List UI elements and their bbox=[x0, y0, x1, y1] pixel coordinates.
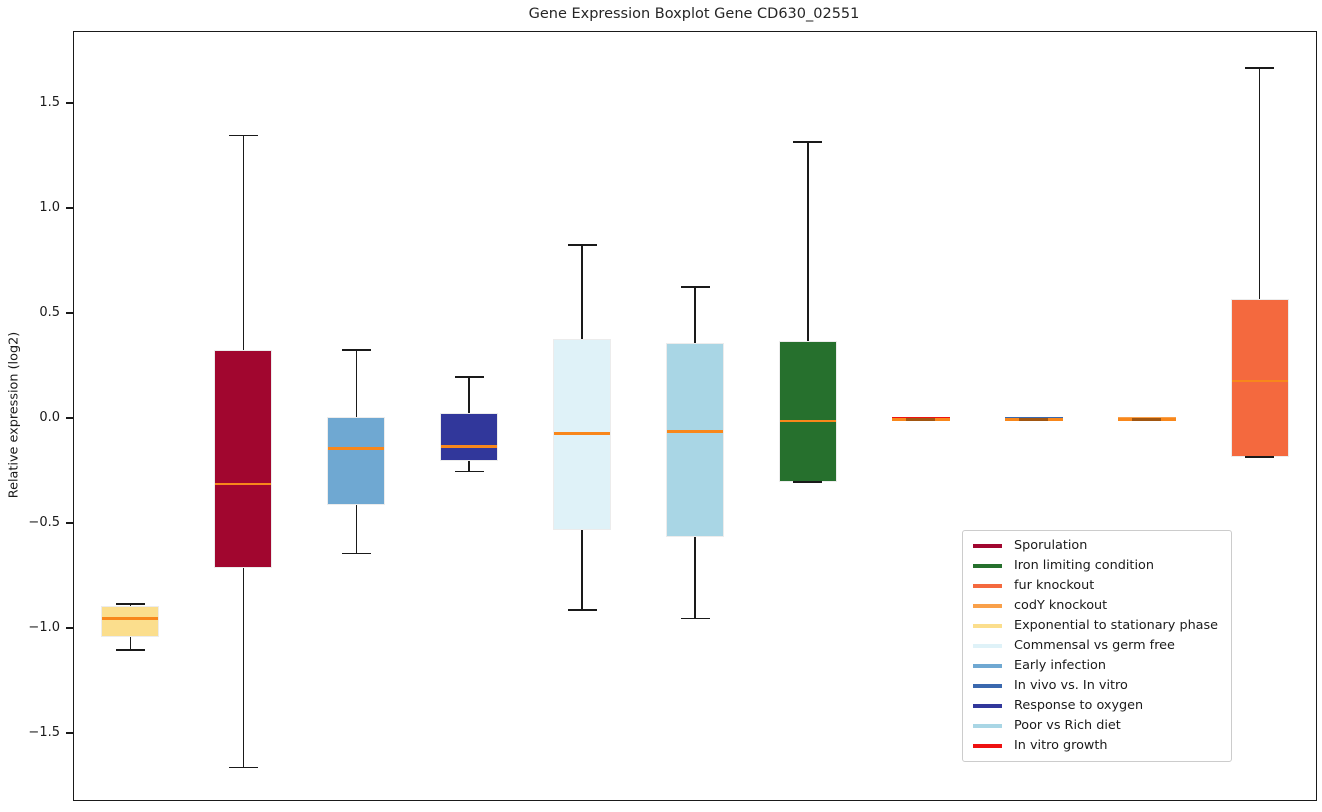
boxplot-median bbox=[1231, 379, 1288, 383]
legend-item: Early infection bbox=[973, 656, 1221, 676]
boxplot-median bbox=[215, 482, 272, 486]
legend-label: In vitro growth bbox=[1014, 738, 1108, 754]
legend: Sporulation Iron limiting condition fur kn… bbox=[962, 530, 1232, 762]
boxplot-box bbox=[327, 416, 386, 506]
boxplot-whisker bbox=[468, 377, 470, 413]
boxplot-cap bbox=[793, 481, 823, 483]
boxplot-box bbox=[1230, 299, 1289, 457]
boxplot-cap bbox=[1019, 417, 1049, 421]
legend-label: Early infection bbox=[1014, 658, 1106, 674]
boxplot-whisker bbox=[1258, 68, 1261, 300]
boxplot-cap bbox=[906, 417, 936, 421]
legend-swatch bbox=[973, 724, 1002, 728]
legend-item: fur knockout bbox=[973, 576, 1221, 596]
boxplot-cap bbox=[1245, 455, 1275, 458]
boxplot-box bbox=[101, 605, 160, 638]
boxplot-cap bbox=[680, 617, 710, 620]
boxplot-cap bbox=[115, 649, 145, 651]
boxplot-median bbox=[441, 445, 498, 448]
legend-label: Iron limiting condition bbox=[1014, 558, 1154, 574]
y-tick-label: 0.0 bbox=[39, 410, 60, 425]
y-tick bbox=[66, 102, 73, 104]
legend-item: In vitro growth bbox=[973, 736, 1221, 756]
y-tick-label: −0.5 bbox=[28, 515, 60, 530]
boxplot-median bbox=[328, 447, 385, 450]
plot-area bbox=[73, 31, 1317, 801]
boxplot-cap bbox=[680, 285, 710, 288]
boxplot-median bbox=[102, 617, 159, 620]
legend-label: codY knockout bbox=[1014, 598, 1108, 614]
legend-item: Sporulation bbox=[973, 536, 1221, 556]
boxplot-cap bbox=[115, 602, 145, 605]
boxplot-whisker bbox=[242, 135, 245, 350]
boxplot-whisker bbox=[694, 536, 696, 619]
legend-swatch bbox=[973, 644, 1002, 648]
boxplot-cap bbox=[341, 552, 371, 555]
legend-item: Commensal vs germ free bbox=[973, 636, 1221, 656]
legend-swatch bbox=[973, 544, 1002, 548]
y-tick-label: −1.0 bbox=[28, 620, 60, 635]
legend-swatch bbox=[973, 744, 1002, 748]
boxplot-cap bbox=[454, 376, 484, 378]
boxplot-box bbox=[440, 412, 499, 461]
y-tick-label: −1.5 bbox=[28, 725, 60, 740]
boxplot-cap bbox=[1132, 417, 1162, 421]
boxplot-whisker bbox=[242, 568, 245, 768]
legend-item: Poor vs Rich diet bbox=[973, 716, 1221, 736]
legend-swatch bbox=[973, 664, 1002, 668]
boxplot-whisker bbox=[581, 530, 583, 611]
legend-swatch bbox=[973, 624, 1002, 628]
boxplot-box bbox=[666, 343, 724, 537]
boxplot-median bbox=[667, 430, 723, 433]
y-tick bbox=[66, 312, 73, 314]
boxplot-whisker bbox=[355, 505, 358, 554]
boxplot-median bbox=[779, 419, 836, 423]
legend-swatch bbox=[973, 704, 1002, 708]
boxplot-whisker bbox=[807, 141, 809, 342]
legend-label: Response to oxygen bbox=[1014, 698, 1144, 714]
legend-item: Iron limiting condition bbox=[973, 556, 1221, 576]
y-tick bbox=[66, 627, 73, 629]
y-tick bbox=[66, 522, 73, 524]
y-tick-label: 1.0 bbox=[39, 200, 60, 215]
legend-label: fur knockout bbox=[1014, 578, 1095, 594]
legend-swatch bbox=[973, 564, 1002, 568]
legend-item: Response to oxygen bbox=[973, 696, 1221, 716]
boxplot-cap bbox=[228, 134, 258, 137]
boxplot-box bbox=[214, 349, 273, 569]
boxplot-whisker bbox=[468, 461, 470, 472]
chart-title: Gene Expression Boxplot Gene CD630_02551 bbox=[528, 6, 860, 22]
legend-label: Commensal vs germ free bbox=[1014, 638, 1175, 654]
legend-item: In vivo vs. In vitro bbox=[973, 676, 1221, 696]
boxplot-median bbox=[554, 432, 611, 435]
legend-label: In vivo vs. In vitro bbox=[1014, 678, 1128, 694]
boxplot-whisker bbox=[129, 637, 132, 650]
y-tick-label: 0.5 bbox=[39, 305, 60, 320]
boxplot-whisker bbox=[694, 286, 696, 344]
boxplot-whisker bbox=[581, 244, 583, 340]
y-tick-label: 1.5 bbox=[39, 95, 60, 110]
boxplot-cap bbox=[567, 243, 597, 246]
boxplot-cap bbox=[454, 470, 484, 473]
boxplot-cap bbox=[793, 140, 823, 143]
boxplot-cap bbox=[228, 766, 258, 769]
boxplot-cap bbox=[341, 348, 371, 351]
y-tick bbox=[66, 417, 73, 419]
boxplot-whisker bbox=[129, 603, 132, 606]
legend-swatch bbox=[973, 584, 1002, 588]
boxplot-whisker bbox=[355, 349, 358, 417]
boxplot-cap bbox=[1245, 67, 1275, 70]
legend-label: Sporulation bbox=[1014, 538, 1088, 554]
legend-label: Poor vs Rich diet bbox=[1014, 718, 1121, 734]
legend-item: codY knockout bbox=[973, 596, 1221, 616]
y-tick bbox=[66, 732, 73, 734]
boxplot-cap bbox=[567, 609, 597, 611]
boxplot-box bbox=[778, 341, 837, 482]
legend-label: Exponential to stationary phase bbox=[1014, 618, 1219, 634]
legend-swatch bbox=[973, 604, 1002, 608]
legend-swatch bbox=[973, 684, 1002, 688]
legend-item: Exponential to stationary phase bbox=[973, 616, 1221, 636]
y-tick bbox=[66, 207, 73, 209]
